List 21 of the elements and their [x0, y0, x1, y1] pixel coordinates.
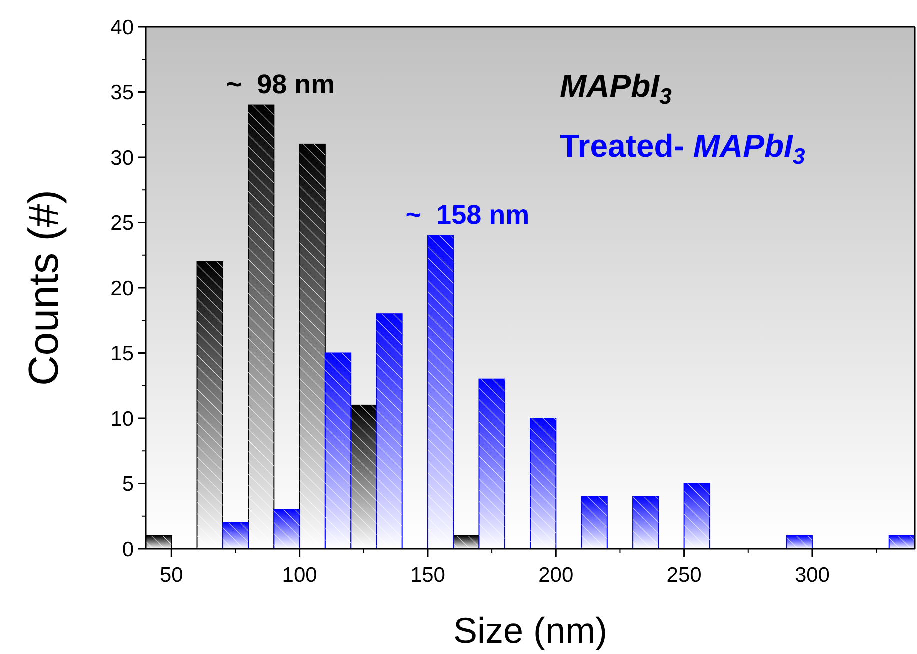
- x-tick-label: 150: [410, 564, 446, 587]
- x-tick-label: 200: [538, 564, 574, 587]
- text: Treated- MAPbI$_{3}$: [560, 128, 806, 169]
- y-axis-title: Counts (#): [20, 190, 67, 386]
- y-tick-label: 10: [110, 408, 134, 431]
- y-tick-label: 35: [110, 82, 134, 105]
- x-axis-title: Size (nm): [453, 610, 608, 651]
- text: MAPbI$_{3}$: [560, 68, 673, 109]
- x-tick-label: 250: [666, 564, 702, 587]
- y-tick-label: 15: [110, 342, 134, 366]
- y-tick-label: 30: [110, 146, 134, 170]
- y-tick-label: 5: [122, 473, 134, 496]
- annotation: ~ 158 nm: [406, 200, 530, 230]
- y-tick-label: 25: [110, 212, 134, 236]
- annotation: ~ 98 nm: [226, 69, 336, 100]
- x-tick-label: 100: [282, 564, 318, 587]
- y-tick-label: 40: [110, 16, 134, 40]
- y-tick-label: 0: [122, 538, 134, 562]
- x-tick-label: 300: [794, 564, 830, 587]
- x-tick-label: 50: [160, 564, 184, 587]
- y-tick-label: 20: [110, 277, 134, 300]
